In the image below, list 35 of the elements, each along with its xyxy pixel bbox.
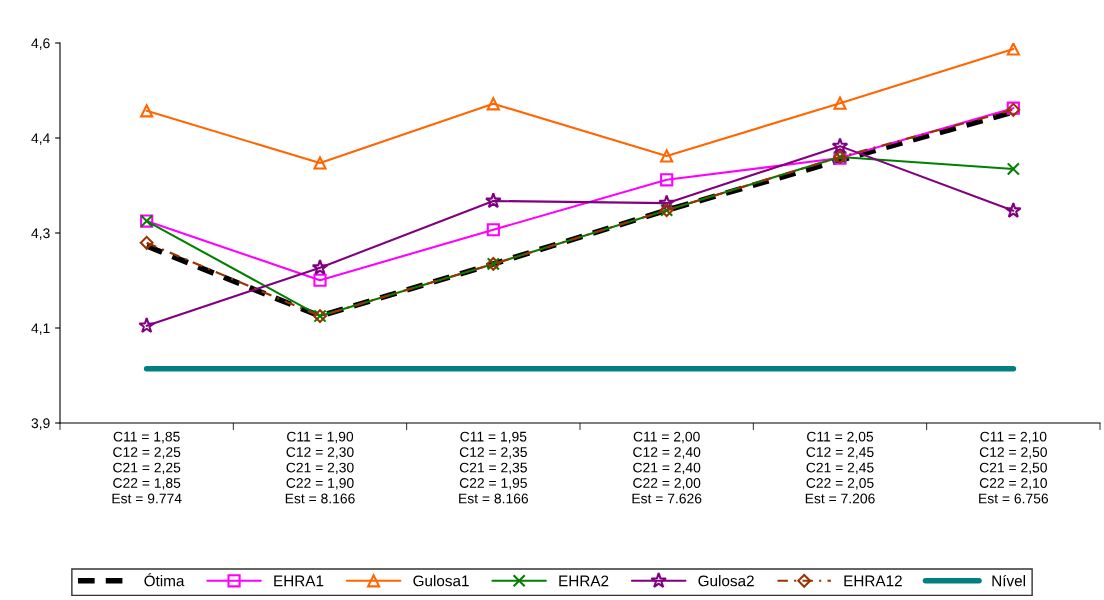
y-tick-label: 3,9 <box>31 418 50 430</box>
x-tick-label: C11 = 1,95 C12 = 2,35 C21 = 2,35 C22 = 1,95 Est = 8.166 <box>459 431 529 504</box>
point <box>485 192 502 209</box>
legend-label: EHRA2 <box>559 575 609 587</box>
point <box>311 259 329 275</box>
point <box>660 149 674 163</box>
legend-label: Gulosa1 <box>413 575 469 587</box>
point <box>658 194 675 211</box>
point <box>1006 162 1020 176</box>
y-tick-label: 4,3 <box>31 228 50 240</box>
legend-label: Gulosa2 <box>698 575 754 587</box>
y-tick-label: 4,4 <box>31 133 50 145</box>
x-tick-label: C11 = 2,10 C12 = 2,50 C21 = 2,50 C22 = 2,10 Est = 6.756 <box>979 431 1049 504</box>
point <box>660 173 674 187</box>
point <box>313 156 327 170</box>
point <box>486 223 500 237</box>
x-tick-label: C11 = 1,90 C12 = 2,30 C21 = 2,30 C22 = 1,90 Est = 8.166 <box>285 431 355 504</box>
point <box>1005 202 1022 218</box>
point <box>139 235 154 250</box>
legend-label: Ótima <box>144 572 185 587</box>
point <box>486 97 500 111</box>
legend-label: Nível <box>992 574 1025 587</box>
point <box>833 96 847 110</box>
point <box>1006 43 1020 56</box>
point <box>313 273 327 287</box>
y-tick-label: 4,6 <box>31 38 50 50</box>
legend-label: EHRA1 <box>274 575 324 587</box>
x-tick-label: C11 = 1,85 C12 = 2,25 C21 = 2,25 C22 = 1,85 Est = 9.774 <box>112 431 182 504</box>
x-tick-label: C11 = 2,05 C12 = 2,45 C21 = 2,45 C22 = 2,05 Est = 7.206 <box>805 431 875 504</box>
y-tick-label: 4,1 <box>31 323 50 335</box>
point <box>831 137 849 154</box>
x-tick-label: C11 = 2,00 C12 = 2,40 C21 = 2,40 C22 = 2,00 Est = 7.626 <box>632 431 702 504</box>
point <box>140 104 154 118</box>
point <box>138 317 155 334</box>
legend-label: EHRA12 <box>844 575 902 587</box>
